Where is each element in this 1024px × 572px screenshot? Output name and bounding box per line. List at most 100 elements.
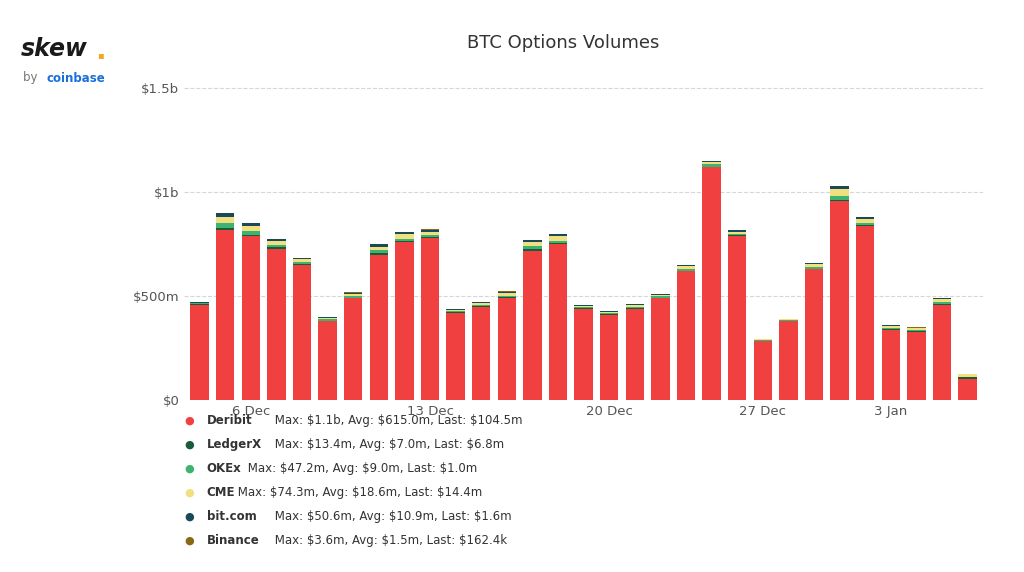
Text: ●: ● [184,535,195,546]
Bar [395,232,414,235]
Bar [472,303,490,304]
Bar [216,213,234,217]
Bar [702,164,721,166]
Bar [626,307,644,308]
Bar [344,294,362,296]
Bar [293,262,311,264]
Bar [882,325,900,327]
Bar [728,231,746,232]
Bar [651,295,670,296]
Bar [702,162,721,164]
Bar [856,219,874,223]
Bar [958,378,977,379]
Bar [600,315,618,400]
Text: .: . [95,37,105,65]
Bar [472,304,490,306]
Bar [677,272,695,400]
Bar [958,374,977,377]
Bar [318,321,337,400]
Bar [370,247,388,251]
Bar [574,307,593,308]
Bar [933,299,951,302]
Bar [933,302,951,304]
Bar [677,271,695,272]
Bar [242,235,260,236]
Bar [395,239,414,241]
Bar [523,251,542,400]
Text: ●: ● [184,511,195,522]
Text: skew: skew [20,37,87,61]
Bar [242,226,260,231]
Bar [395,235,414,239]
Bar [728,235,746,236]
Text: CME: CME [207,486,236,499]
Bar [344,296,362,297]
Bar [702,161,721,162]
Text: Binance: Binance [207,534,260,547]
Bar [805,267,823,268]
Bar [523,242,542,247]
Bar [882,327,900,328]
Bar [267,239,286,241]
Bar [574,308,593,309]
Bar [779,319,798,320]
Bar [754,339,772,340]
Bar [370,244,388,247]
Bar [549,234,567,236]
Bar [626,309,644,400]
Text: ●: ● [184,463,195,474]
Bar [216,223,234,228]
Text: ●: ● [184,415,195,426]
Bar [600,313,618,315]
Bar [216,230,234,400]
Bar [395,241,414,243]
Bar [421,238,439,400]
Bar [907,328,926,330]
Text: ●: ● [184,487,195,498]
Bar [728,236,746,400]
Bar [677,267,695,269]
Bar [728,233,746,235]
Text: Max: $1.1b, Avg: $615.0m, Last: $104.5m: Max: $1.1b, Avg: $615.0m, Last: $104.5m [271,414,523,427]
Bar [626,304,644,305]
Text: ●: ● [184,439,195,450]
Bar [421,232,439,235]
Bar [830,196,849,200]
Bar [472,306,490,307]
Bar [651,296,670,298]
Text: Max: $50.6m, Avg: $10.9m, Last: $1.6m: Max: $50.6m, Avg: $10.9m, Last: $1.6m [271,510,512,523]
Text: bit.com: bit.com [207,510,257,523]
Bar [472,307,490,400]
Bar [523,249,542,251]
Bar [651,299,670,400]
Bar [907,331,926,332]
Bar [421,237,439,238]
Bar [805,268,823,269]
Bar [216,228,234,230]
Text: Max: $3.6m, Avg: $1.5m, Last: $162.4k: Max: $3.6m, Avg: $1.5m, Last: $162.4k [271,534,508,547]
Bar [549,243,567,244]
Bar [830,201,849,400]
Text: OKEx: OKEx [207,462,242,475]
Bar [933,298,951,299]
Bar [600,312,618,313]
Bar [267,249,286,400]
Bar [190,305,209,400]
Bar [370,253,388,255]
Bar [626,305,644,307]
Bar [293,265,311,400]
Bar [805,263,823,264]
Bar [523,240,542,242]
Bar [498,296,516,297]
Bar [267,241,286,245]
Bar [344,293,362,294]
Text: LedgerX: LedgerX [207,438,262,451]
Bar [600,311,618,312]
Bar [805,269,823,400]
Bar [626,308,644,309]
Text: Max: $13.4m, Avg: $7.0m, Last: $6.8m: Max: $13.4m, Avg: $7.0m, Last: $6.8m [271,438,505,451]
Bar [856,226,874,400]
Bar [779,320,798,321]
Bar [242,236,260,400]
Bar [370,251,388,253]
